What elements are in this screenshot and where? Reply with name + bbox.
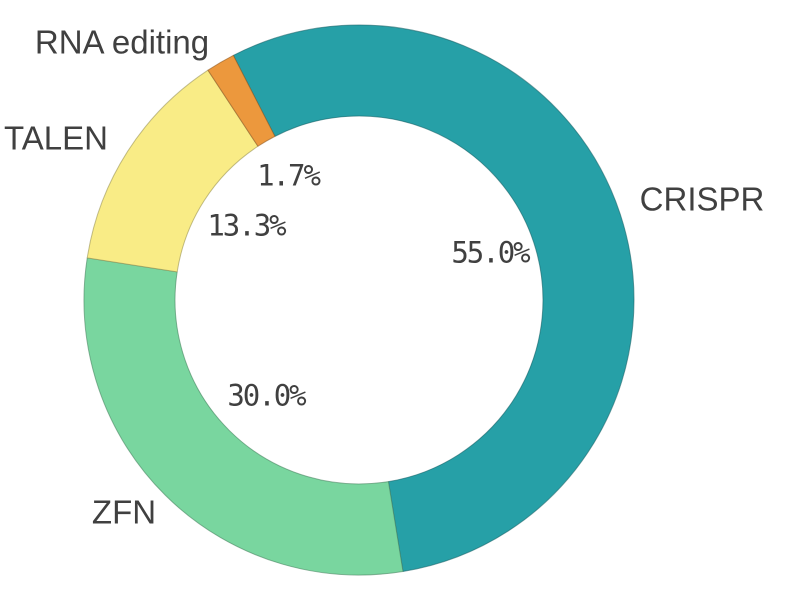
slice-zfn[interactable] — [83, 257, 404, 576]
category-label-talen: TALEN — [4, 119, 108, 157]
category-label-rna-editing: RNA editing — [34, 23, 210, 61]
percent-label-talen: 13.3% — [207, 208, 286, 243]
category-label-zfn: ZFN — [91, 493, 157, 531]
category-label-crispr: CRISPR — [639, 180, 765, 218]
percent-label-zfn: 30.0% — [227, 378, 306, 413]
slice-rna-editing[interactable] — [207, 54, 276, 147]
slice-crispr[interactable] — [232, 24, 635, 572]
percent-label-rna-editing: 1.7% — [257, 158, 321, 193]
percent-label-crispr: 55.0% — [451, 235, 530, 270]
